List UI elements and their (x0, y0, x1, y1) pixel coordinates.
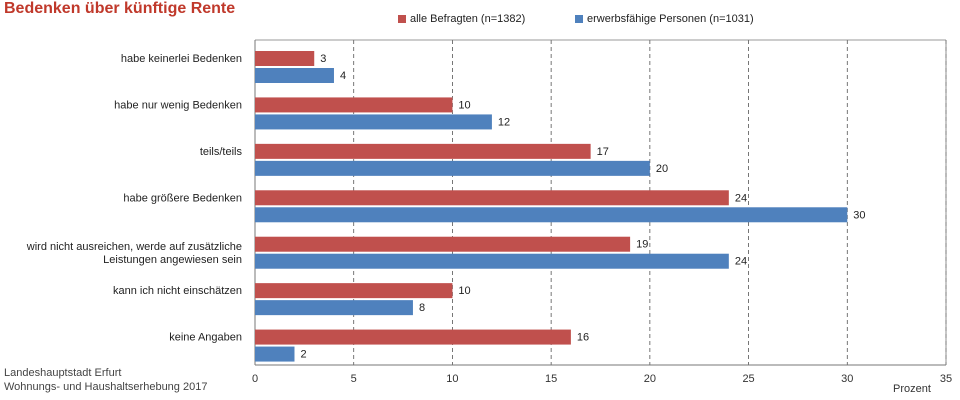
category-label-4: habe größere Bedenken (123, 192, 242, 204)
category-label-7: keine Angaben (169, 332, 242, 344)
bar-2-3 (255, 160, 650, 176)
data-label-1-7: 16 (577, 332, 589, 344)
category-label-3: teils/teils (200, 146, 243, 158)
bar-1-3 (255, 143, 591, 159)
bar-1-6 (255, 283, 453, 299)
bar-1-7 (255, 329, 571, 345)
x-tick-label-5: 5 (351, 373, 357, 385)
data-label-1-6: 10 (458, 285, 470, 297)
data-label-1-4: 24 (735, 192, 747, 204)
category-label-2: habe nur wenig Bedenken (114, 99, 242, 111)
category-label-1: habe keinerlei Bedenken (121, 53, 242, 65)
x-tick-label-30: 30 (841, 373, 853, 385)
x-tick-label-35: 35 (940, 373, 952, 385)
x-tick-label-20: 20 (644, 373, 656, 385)
category-label-6: kann ich nicht einschätzen (113, 285, 242, 297)
bar-2-5 (255, 253, 729, 269)
bar-1-4 (255, 190, 729, 206)
bar-1-5 (255, 236, 631, 252)
legend-swatch-series1 (398, 15, 406, 23)
x-tick-label-10: 10 (446, 373, 458, 385)
chart-title: Bedenken über künftige Rente (4, 0, 236, 17)
category-label-5-1: wird nicht ausreichen, werde auf zusätzl… (26, 241, 242, 253)
bar-1-2 (255, 97, 453, 113)
data-label-1-2: 10 (458, 99, 470, 111)
data-label-2-3: 20 (656, 163, 668, 175)
legend-label-series2: erwerbsfähige Personen (n=1031) (587, 13, 754, 25)
bar-2-7 (255, 346, 295, 362)
x-tick-label-0: 0 (252, 373, 258, 385)
data-label-1-3: 17 (597, 146, 609, 158)
source-line-1: Landeshauptstadt Erfurt (4, 367, 122, 379)
x-tick-label-15: 15 (545, 373, 557, 385)
bar-1-1 (255, 51, 315, 66)
bar-2-1 (255, 68, 334, 83)
legend-item-series1: alle Befragten (n=1382) (398, 13, 525, 25)
bar-2-2 (255, 114, 492, 130)
bar-2-4 (255, 207, 848, 223)
x-axis-label: Prozent (893, 383, 931, 395)
data-label-1-1: 3 (320, 53, 326, 65)
x-tick-label-25: 25 (742, 373, 754, 385)
data-label-2-4: 30 (853, 209, 865, 221)
data-label-1-5: 19 (636, 239, 648, 251)
data-label-2-1: 4 (340, 70, 346, 82)
legend-item-series2: erwerbsfähige Personen (n=1031) (575, 13, 754, 25)
bar-2-6 (255, 300, 413, 316)
legend-swatch-series2 (575, 15, 583, 23)
data-label-2-7: 2 (300, 349, 306, 361)
data-label-2-2: 12 (498, 116, 510, 128)
data-label-2-5: 24 (735, 256, 747, 268)
data-label-2-6: 8 (419, 302, 425, 314)
category-label-5-2: Leistungen angewiesen sein (103, 254, 242, 266)
legend-label-series1: alle Befragten (n=1382) (410, 13, 526, 25)
source-line-2: Wohnungs- und Haushaltserhebung 2017 (4, 381, 208, 393)
